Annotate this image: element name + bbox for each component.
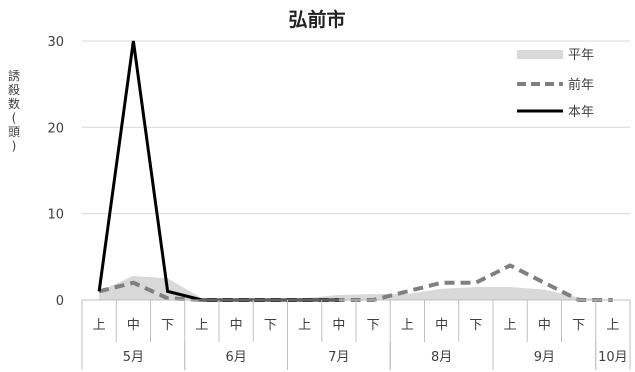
y-tick-10: 10 xyxy=(47,208,64,223)
x-category-10: 中 xyxy=(435,318,448,333)
y-tick-0: 0 xyxy=(56,294,64,309)
x-month-label: 9月 xyxy=(534,350,555,365)
x-category-4: 中 xyxy=(230,318,243,333)
legend: 平年 前年 本年 xyxy=(517,48,594,120)
legend-label-last-year: 前年 xyxy=(568,77,594,93)
x-category-9: 上 xyxy=(401,318,414,333)
x-category-13: 中 xyxy=(538,318,551,333)
legend-label-normal-year: 平年 xyxy=(568,48,594,63)
x-category-labels: 上中下上中下上中下上中下上中下上 xyxy=(93,318,620,333)
x-category-6: 上 xyxy=(298,318,311,333)
series-normal-year xyxy=(99,275,613,300)
x-month-label: 10月 xyxy=(598,350,628,365)
area-normal-year xyxy=(99,275,613,300)
y-tick-20: 20 xyxy=(47,121,64,136)
x-month-label: 6月 xyxy=(225,350,246,365)
series-lines xyxy=(97,40,613,302)
x-category-15: 上 xyxy=(606,318,619,333)
y-tick-labels: 0 10 20 30 xyxy=(47,35,64,309)
x-category-2: 下 xyxy=(161,318,174,333)
chart-title: 弘前市 xyxy=(288,8,345,31)
x-category-5: 下 xyxy=(264,318,277,333)
y-axis-label: 誘殺数(頭) xyxy=(8,69,20,153)
x-category-14: 下 xyxy=(572,318,585,333)
gridlines xyxy=(82,40,630,215)
line-this-year xyxy=(97,40,339,302)
x-month-label: 8月 xyxy=(431,350,452,365)
legend-label-this-year: 本年 xyxy=(568,105,594,120)
x-category-8: 下 xyxy=(367,318,380,333)
x-axis xyxy=(81,299,631,370)
x-month-labels: 5月 6月 7月 8月 9月 10月 xyxy=(123,350,628,365)
x-category-3: 上 xyxy=(195,318,208,333)
x-category-7: 中 xyxy=(332,318,345,333)
legend-swatch-normal-year xyxy=(517,50,563,59)
x-category-12: 上 xyxy=(504,318,517,333)
x-month-label: 7月 xyxy=(328,350,349,365)
x-category-1: 中 xyxy=(127,318,140,333)
x-category-0: 上 xyxy=(93,318,106,333)
x-month-label: 5月 xyxy=(123,350,144,365)
x-category-11: 下 xyxy=(469,318,482,333)
y-tick-30: 30 xyxy=(47,35,64,50)
